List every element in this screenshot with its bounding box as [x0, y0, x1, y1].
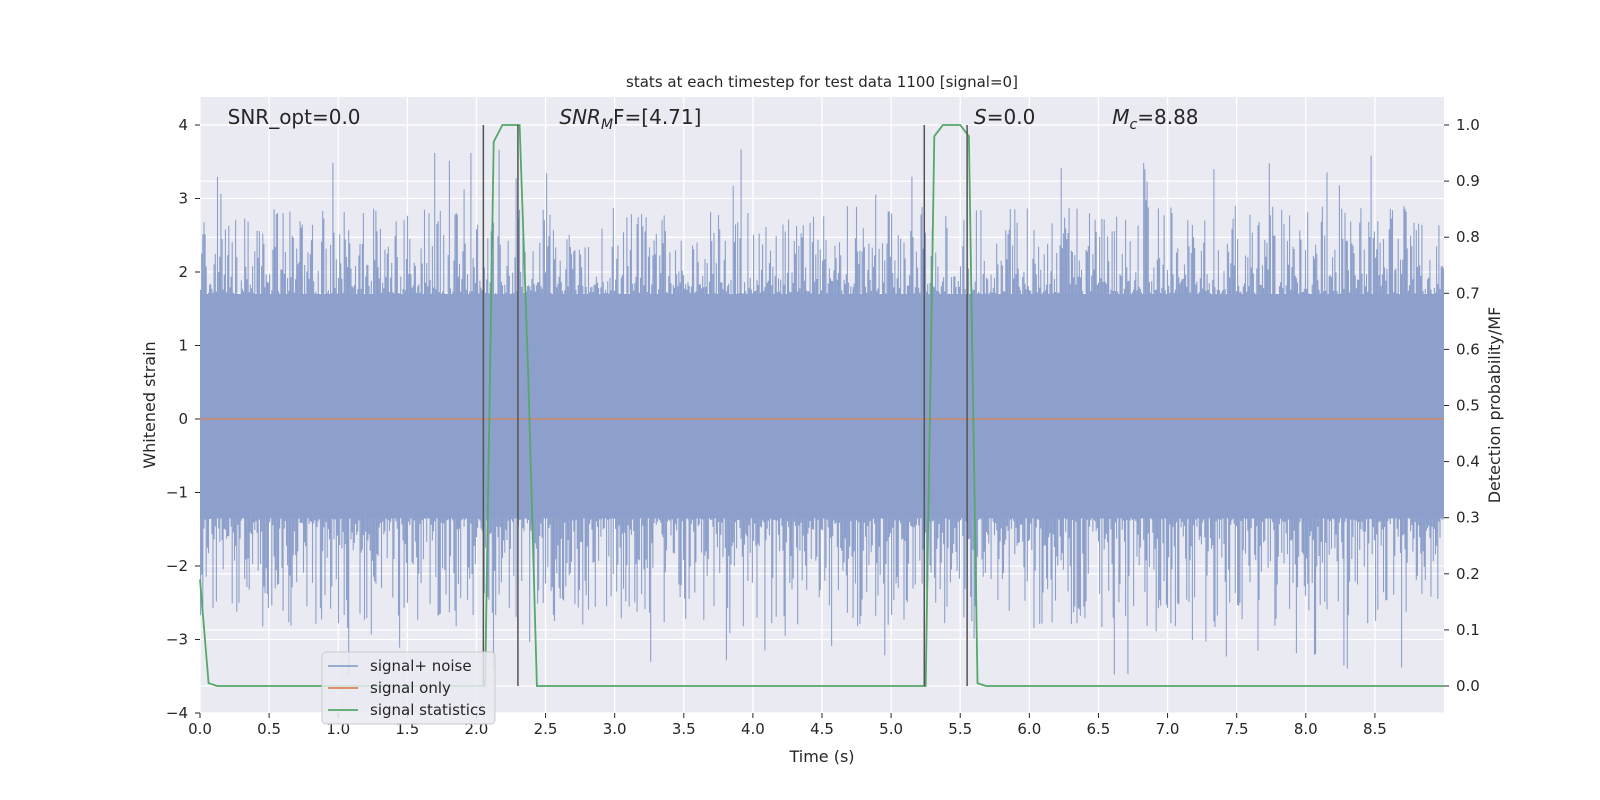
y2-axis-label: Detection probability/MF	[1485, 307, 1504, 504]
x-tick-label-7: 3.5	[672, 720, 696, 738]
x-tick-label-5: 2.5	[534, 720, 558, 738]
x-tick-label-1: 0.5	[257, 720, 281, 738]
x-tick-label-8: 4.0	[741, 720, 765, 738]
x-tick-label-16: 8.0	[1294, 720, 1318, 738]
y2-tick-label-6: 0.4	[1456, 453, 1480, 471]
x-tick-label-11: 5.5	[948, 720, 972, 738]
x-tick-label-10: 5.0	[879, 720, 903, 738]
y-tick-label-7: −3	[166, 631, 188, 649]
legend-label-2: signal statistics	[370, 701, 486, 719]
y2-tick-label-10: 0.0	[1456, 677, 1480, 695]
annotation-0: SNR_opt=0.0	[228, 105, 361, 129]
noise-trace	[200, 149, 1444, 676]
annotation-2: S=0.0	[974, 105, 1035, 129]
x-tick-label-17: 8.5	[1363, 720, 1387, 738]
y-tick-label-2: 2	[178, 263, 188, 281]
y-tick-label-5: −1	[166, 484, 188, 502]
y2-tick-label-8: 0.2	[1456, 565, 1480, 583]
chart-title: stats at each timestep for test data 110…	[626, 73, 1018, 91]
signal-noise-series	[200, 149, 1444, 676]
y-tick-label-3: 1	[178, 337, 188, 355]
y2-tick-label-5: 0.5	[1456, 397, 1480, 415]
legend: signal+ noise signal only signal statistic…	[321, 651, 496, 725]
y-axis-label: Whitened strain	[140, 341, 159, 468]
annotation-3: Mc=8.88	[1112, 105, 1198, 133]
legend-box	[321, 651, 496, 725]
y-tick-label-6: −2	[166, 557, 188, 575]
x-tick-label-14: 7.0	[1156, 720, 1180, 738]
y-tick-label-8: −4	[166, 704, 188, 722]
x-tick-label-15: 7.5	[1225, 720, 1249, 738]
x-tick-label-9: 4.5	[810, 720, 834, 738]
x-tick-label-12: 6.0	[1017, 720, 1041, 738]
noise-core-band	[200, 294, 1444, 519]
vertical-markers	[482, 125, 968, 686]
y2-tick-label-3: 0.7	[1456, 284, 1480, 302]
legend-label-1: signal only	[370, 679, 451, 697]
x-axis-label: Time (s)	[788, 747, 854, 766]
x-tick-label-13: 6.5	[1087, 720, 1111, 738]
y2-tick-label-0: 1.0	[1456, 116, 1480, 134]
y-tick-label-4: 0	[178, 410, 188, 428]
y2-tick-label-7: 0.3	[1456, 509, 1480, 527]
y-tick-label-1: 3	[178, 190, 188, 208]
annotations: SNR_opt=0.0 SNRMF=[4.71] S=0.0 Mc=8.88	[228, 105, 1199, 133]
y2-tick-label-4: 0.6	[1456, 340, 1480, 358]
annotation-1: SNRMF=[4.71]	[559, 105, 701, 133]
x-tick-label-6: 3.0	[603, 720, 627, 738]
y2-tick-label-1: 0.9	[1456, 172, 1480, 190]
y-tick-label-0: 4	[178, 116, 188, 134]
x-tick-label-0: 0.0	[188, 720, 212, 738]
y2-tick-label-9: 0.1	[1456, 621, 1480, 639]
legend-label-0: signal+ noise	[370, 657, 472, 675]
y2-tick-label-2: 0.8	[1456, 228, 1480, 246]
